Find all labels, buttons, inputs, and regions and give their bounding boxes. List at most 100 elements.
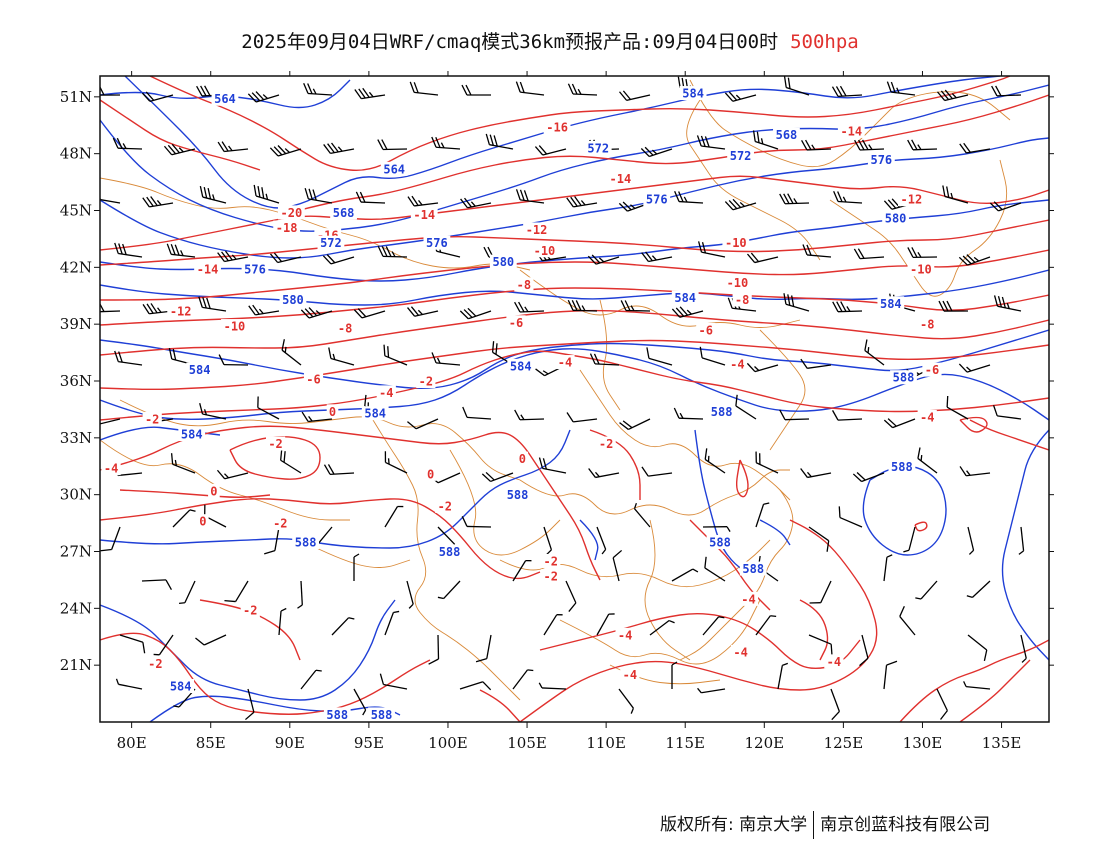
wind-barb bbox=[300, 307, 333, 319]
wind-barb bbox=[514, 409, 545, 421]
boundary-line bbox=[759, 329, 806, 451]
wind-barb bbox=[589, 353, 620, 366]
wind-barb bbox=[959, 466, 991, 477]
contour-label: -4 bbox=[379, 386, 393, 400]
wind-barb bbox=[198, 296, 227, 312]
wind-barb bbox=[783, 76, 810, 96]
contour-label: 584 bbox=[189, 363, 211, 377]
wind-barb bbox=[671, 568, 699, 582]
lon-tick-label: 80E bbox=[117, 734, 147, 752]
contour-label-bg bbox=[265, 436, 286, 451]
wind-barb bbox=[163, 143, 196, 156]
wind-barb bbox=[958, 363, 991, 373]
wind-barb bbox=[618, 688, 635, 714]
wind-barb bbox=[899, 605, 916, 636]
temperature-contour-line bbox=[100, 99, 261, 171]
contour-label: 584 bbox=[674, 291, 696, 305]
wind-barb bbox=[512, 669, 534, 690]
wind-barb bbox=[353, 688, 367, 716]
height-contour-line bbox=[124, 76, 1001, 209]
wind-barb bbox=[989, 201, 1022, 212]
wind-barb bbox=[481, 471, 514, 483]
lat-tick-label: 36N bbox=[60, 372, 92, 390]
boundary-line bbox=[299, 539, 411, 568]
wind-barb bbox=[864, 339, 885, 366]
wind-barb bbox=[755, 615, 777, 636]
wind-barb bbox=[217, 250, 249, 263]
contour-label-bg bbox=[679, 86, 707, 101]
wind-barb bbox=[903, 526, 916, 553]
temperature-contour-line bbox=[100, 287, 1049, 326]
contour-label-bg bbox=[732, 292, 752, 307]
contour-label: -6 bbox=[925, 363, 939, 377]
contour-label-bg bbox=[877, 296, 905, 311]
wind-barb bbox=[777, 662, 789, 690]
wind-barb bbox=[671, 661, 678, 690]
contour-label-bg bbox=[240, 603, 260, 618]
temperature-contour-line bbox=[100, 425, 601, 581]
wind-barb bbox=[248, 304, 280, 316]
contour-label-bg bbox=[436, 544, 463, 559]
wind-barb bbox=[485, 133, 514, 150]
contour-label-bg bbox=[541, 553, 561, 568]
wind-barb bbox=[1018, 526, 1025, 555]
contour-label-bg bbox=[142, 411, 162, 426]
wind-barb bbox=[620, 300, 651, 312]
wind-barb bbox=[936, 688, 948, 720]
wind-barb bbox=[808, 526, 830, 552]
wind-barb bbox=[217, 141, 249, 153]
lon-tick-label: 120E bbox=[745, 734, 785, 752]
contour-label-bg bbox=[507, 358, 535, 373]
wind-barb bbox=[281, 339, 302, 366]
contour-label: -14 bbox=[840, 124, 862, 138]
wind-barb bbox=[907, 139, 938, 151]
contour-label-bg bbox=[423, 235, 451, 250]
temperature-contour-line bbox=[519, 519, 878, 722]
wind-barb bbox=[534, 145, 567, 156]
boundary-line bbox=[689, 79, 1011, 168]
temperature-contour-line bbox=[479, 689, 521, 722]
wind-barb bbox=[640, 146, 673, 158]
contour-label: -2 bbox=[148, 657, 162, 671]
wind-barb bbox=[437, 580, 461, 600]
wind-barb bbox=[224, 580, 249, 603]
contour-label-bg bbox=[727, 148, 754, 163]
contour-label-bg bbox=[615, 627, 635, 642]
lon-tick-label: 105E bbox=[507, 734, 547, 752]
lat-tick-label: 42N bbox=[60, 258, 92, 276]
wind-barb bbox=[515, 81, 545, 96]
wind-barb bbox=[475, 634, 492, 663]
contour-label: -2 bbox=[438, 500, 452, 514]
height-contour-line bbox=[149, 695, 401, 722]
contour-label-bg bbox=[279, 292, 307, 307]
contour-label-bg bbox=[273, 220, 301, 235]
contour-label: -2 bbox=[268, 437, 282, 451]
temperature-labels: -16-14-14-20-18-16-14-12-10-10-12-14 -10-… bbox=[101, 120, 942, 682]
wind-barb bbox=[462, 406, 492, 420]
contour-label: -10 bbox=[910, 263, 932, 277]
contour-label: -2 bbox=[273, 517, 287, 531]
contour-label-bg bbox=[730, 644, 751, 659]
contour-label-bg bbox=[167, 679, 195, 694]
wind-barb bbox=[587, 254, 620, 265]
wind-barb bbox=[809, 580, 832, 604]
wind-barb bbox=[883, 660, 898, 690]
contour-label: -6 bbox=[306, 373, 320, 387]
contour-label-bg bbox=[194, 262, 221, 277]
wind-barb bbox=[907, 247, 938, 259]
wind-barb bbox=[322, 254, 355, 265]
height-contour-line bbox=[1001, 429, 1049, 661]
wind-barb bbox=[704, 556, 726, 582]
contour-label-bg bbox=[101, 461, 121, 476]
lon-tick-label: 95E bbox=[354, 734, 384, 752]
wind-barb bbox=[100, 526, 121, 552]
contour-label-bg bbox=[727, 356, 748, 371]
contour-label-bg bbox=[643, 192, 671, 207]
contour-label: -8 bbox=[517, 278, 531, 292]
wind-barb bbox=[938, 300, 969, 312]
wind-barb bbox=[565, 580, 577, 612]
contour-label-bg bbox=[596, 436, 616, 451]
temperature-contours bbox=[100, 76, 1049, 722]
height-contour-line bbox=[100, 137, 1049, 259]
boundary-line bbox=[679, 489, 794, 661]
